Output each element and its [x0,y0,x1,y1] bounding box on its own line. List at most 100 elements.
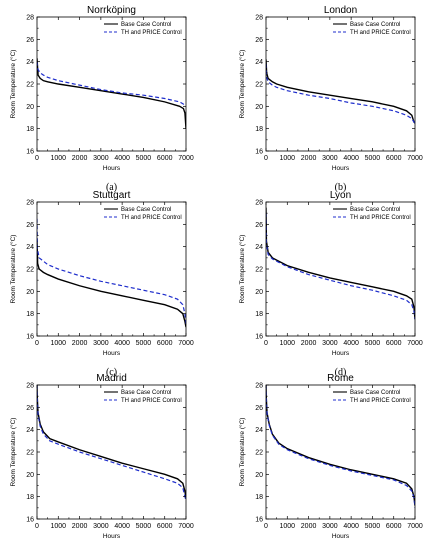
y-tick-label: 28 [26,200,34,207]
x-tick-label: 1000 [50,523,66,530]
y-tick-label: 18 [26,311,34,318]
x-tick-label: 4000 [114,523,130,530]
x-tick-label: 6000 [157,155,173,162]
y-tick-label: 26 [26,37,34,44]
x-tick-label: 6000 [157,523,173,530]
y-tick-label: 22 [26,267,34,274]
legend-label: Base Case Control [350,22,400,28]
x-tick-label: 2000 [72,523,88,530]
panel-title: Rome [327,373,354,384]
x-tick-label: 0 [264,155,268,162]
x-tick-label: 2000 [301,155,317,162]
x-axis-label: Hours [332,533,350,540]
series-line-base-case [37,241,186,328]
legend-label: TH and PRICE Control [121,215,182,221]
plot-frame [265,16,416,152]
y-tick-label: 24 [26,244,34,251]
y-tick-label: 26 [255,405,263,412]
x-tick-label: 0 [35,523,39,530]
x-axis-label: Hours [332,350,350,357]
panel-1: Norrköping 0 1000 2000 3000 4000 5000 6000 7000 1… [9,5,194,193]
y-tick-label: 16 [26,149,34,156]
x-axis-label: Hours [103,165,121,172]
legend-label: Base Case Control [350,207,400,213]
y-axis-label: Room Temperature (°C) [9,418,17,487]
panel-caption: (d) [335,367,347,378]
panel-caption: (c) [106,367,117,378]
x-tick-label: 0 [264,523,268,530]
legend-label: Base Case Control [121,22,171,28]
plot-frame [36,384,187,520]
y-tick-label: 28 [26,15,34,22]
y-tick-label: 22 [255,267,263,274]
y-tick-label: 24 [255,427,263,434]
x-axis-label: Hours [332,165,350,172]
y-tick-label: 16 [255,334,263,341]
y-tick-label: 18 [255,126,263,133]
x-tick-label: 4000 [114,340,130,347]
panel-6: Rome 0 1000 2000 3000 4000 5000 6000 7000 16 18 20 2… [238,373,423,540]
x-tick-label: 3000 [93,340,109,347]
legend-label: TH and PRICE Control [121,398,182,404]
x-tick-label: 5000 [136,523,152,530]
series-line-th-price [37,218,186,325]
x-tick-label: 5000 [136,340,152,347]
x-tick-label: 4000 [114,155,130,162]
x-tick-label: 4000 [343,340,359,347]
y-tick-label: 16 [26,517,34,524]
x-tick-label: 6000 [386,155,402,162]
y-tick-label: 28 [255,200,263,207]
plot-frame [265,384,416,520]
panel-title: Norrköping [87,5,136,16]
plot-frame [36,201,187,337]
x-tick-label: 6000 [386,523,402,530]
x-tick-label: 2000 [301,523,317,530]
y-tick-label: 26 [255,222,263,229]
y-axis-label: Room Temperature (°C) [9,50,17,119]
plot-frame [265,201,416,337]
y-tick-label: 24 [26,59,34,66]
panel-5: Madrid 0 1000 2000 3000 4000 5000 6000 7000 16 18 2… [9,373,194,540]
legend-label: TH and PRICE Control [121,30,182,36]
x-tick-label: 0 [35,155,39,162]
x-tick-label: 1000 [50,155,66,162]
legend-label: Base Case Control [121,207,171,213]
legend-label: TH and PRICE Control [350,30,411,36]
y-tick-label: 20 [255,289,263,296]
y-tick-label: 24 [255,244,263,251]
y-tick-label: 20 [255,472,263,479]
y-tick-label: 20 [255,104,263,111]
panel-4: Lyon 0 1000 2000 3000 4000 5000 6000 7000 16 18 20 2… [238,190,423,378]
y-tick-label: 16 [26,334,34,341]
x-axis-label: Hours [103,533,121,540]
x-tick-label: 6000 [157,340,173,347]
x-tick-label: 1000 [50,340,66,347]
x-tick-label: 7000 [178,155,194,162]
y-tick-label: 20 [26,289,34,296]
y-axis-label: Room Temperature (°C) [238,50,246,119]
x-tick-label: 3000 [93,155,109,162]
x-tick-label: 3000 [93,523,109,530]
x-tick-label: 1000 [279,340,295,347]
y-tick-label: 28 [26,383,34,390]
panel-title: Madrid [96,373,127,384]
legend-label: TH and PRICE Control [350,398,411,404]
y-tick-label: 16 [255,517,263,524]
panel-title: Stuttgart [93,190,131,201]
y-tick-label: 28 [255,383,263,390]
x-tick-label: 4000 [343,155,359,162]
legend-label: TH and PRICE Control [350,215,411,221]
x-tick-label: 6000 [386,340,402,347]
x-tick-label: 7000 [407,523,423,530]
x-tick-label: 3000 [322,155,338,162]
y-tick-label: 22 [26,450,34,457]
panel-title: Lyon [330,190,351,201]
series-line-base-case [266,207,415,320]
y-tick-label: 18 [26,126,34,133]
x-tick-label: 5000 [365,340,381,347]
y-tick-label: 20 [26,104,34,111]
series-line-th-price [37,385,186,502]
x-tick-label: 1000 [279,155,295,162]
panel-caption: (b) [335,182,347,193]
